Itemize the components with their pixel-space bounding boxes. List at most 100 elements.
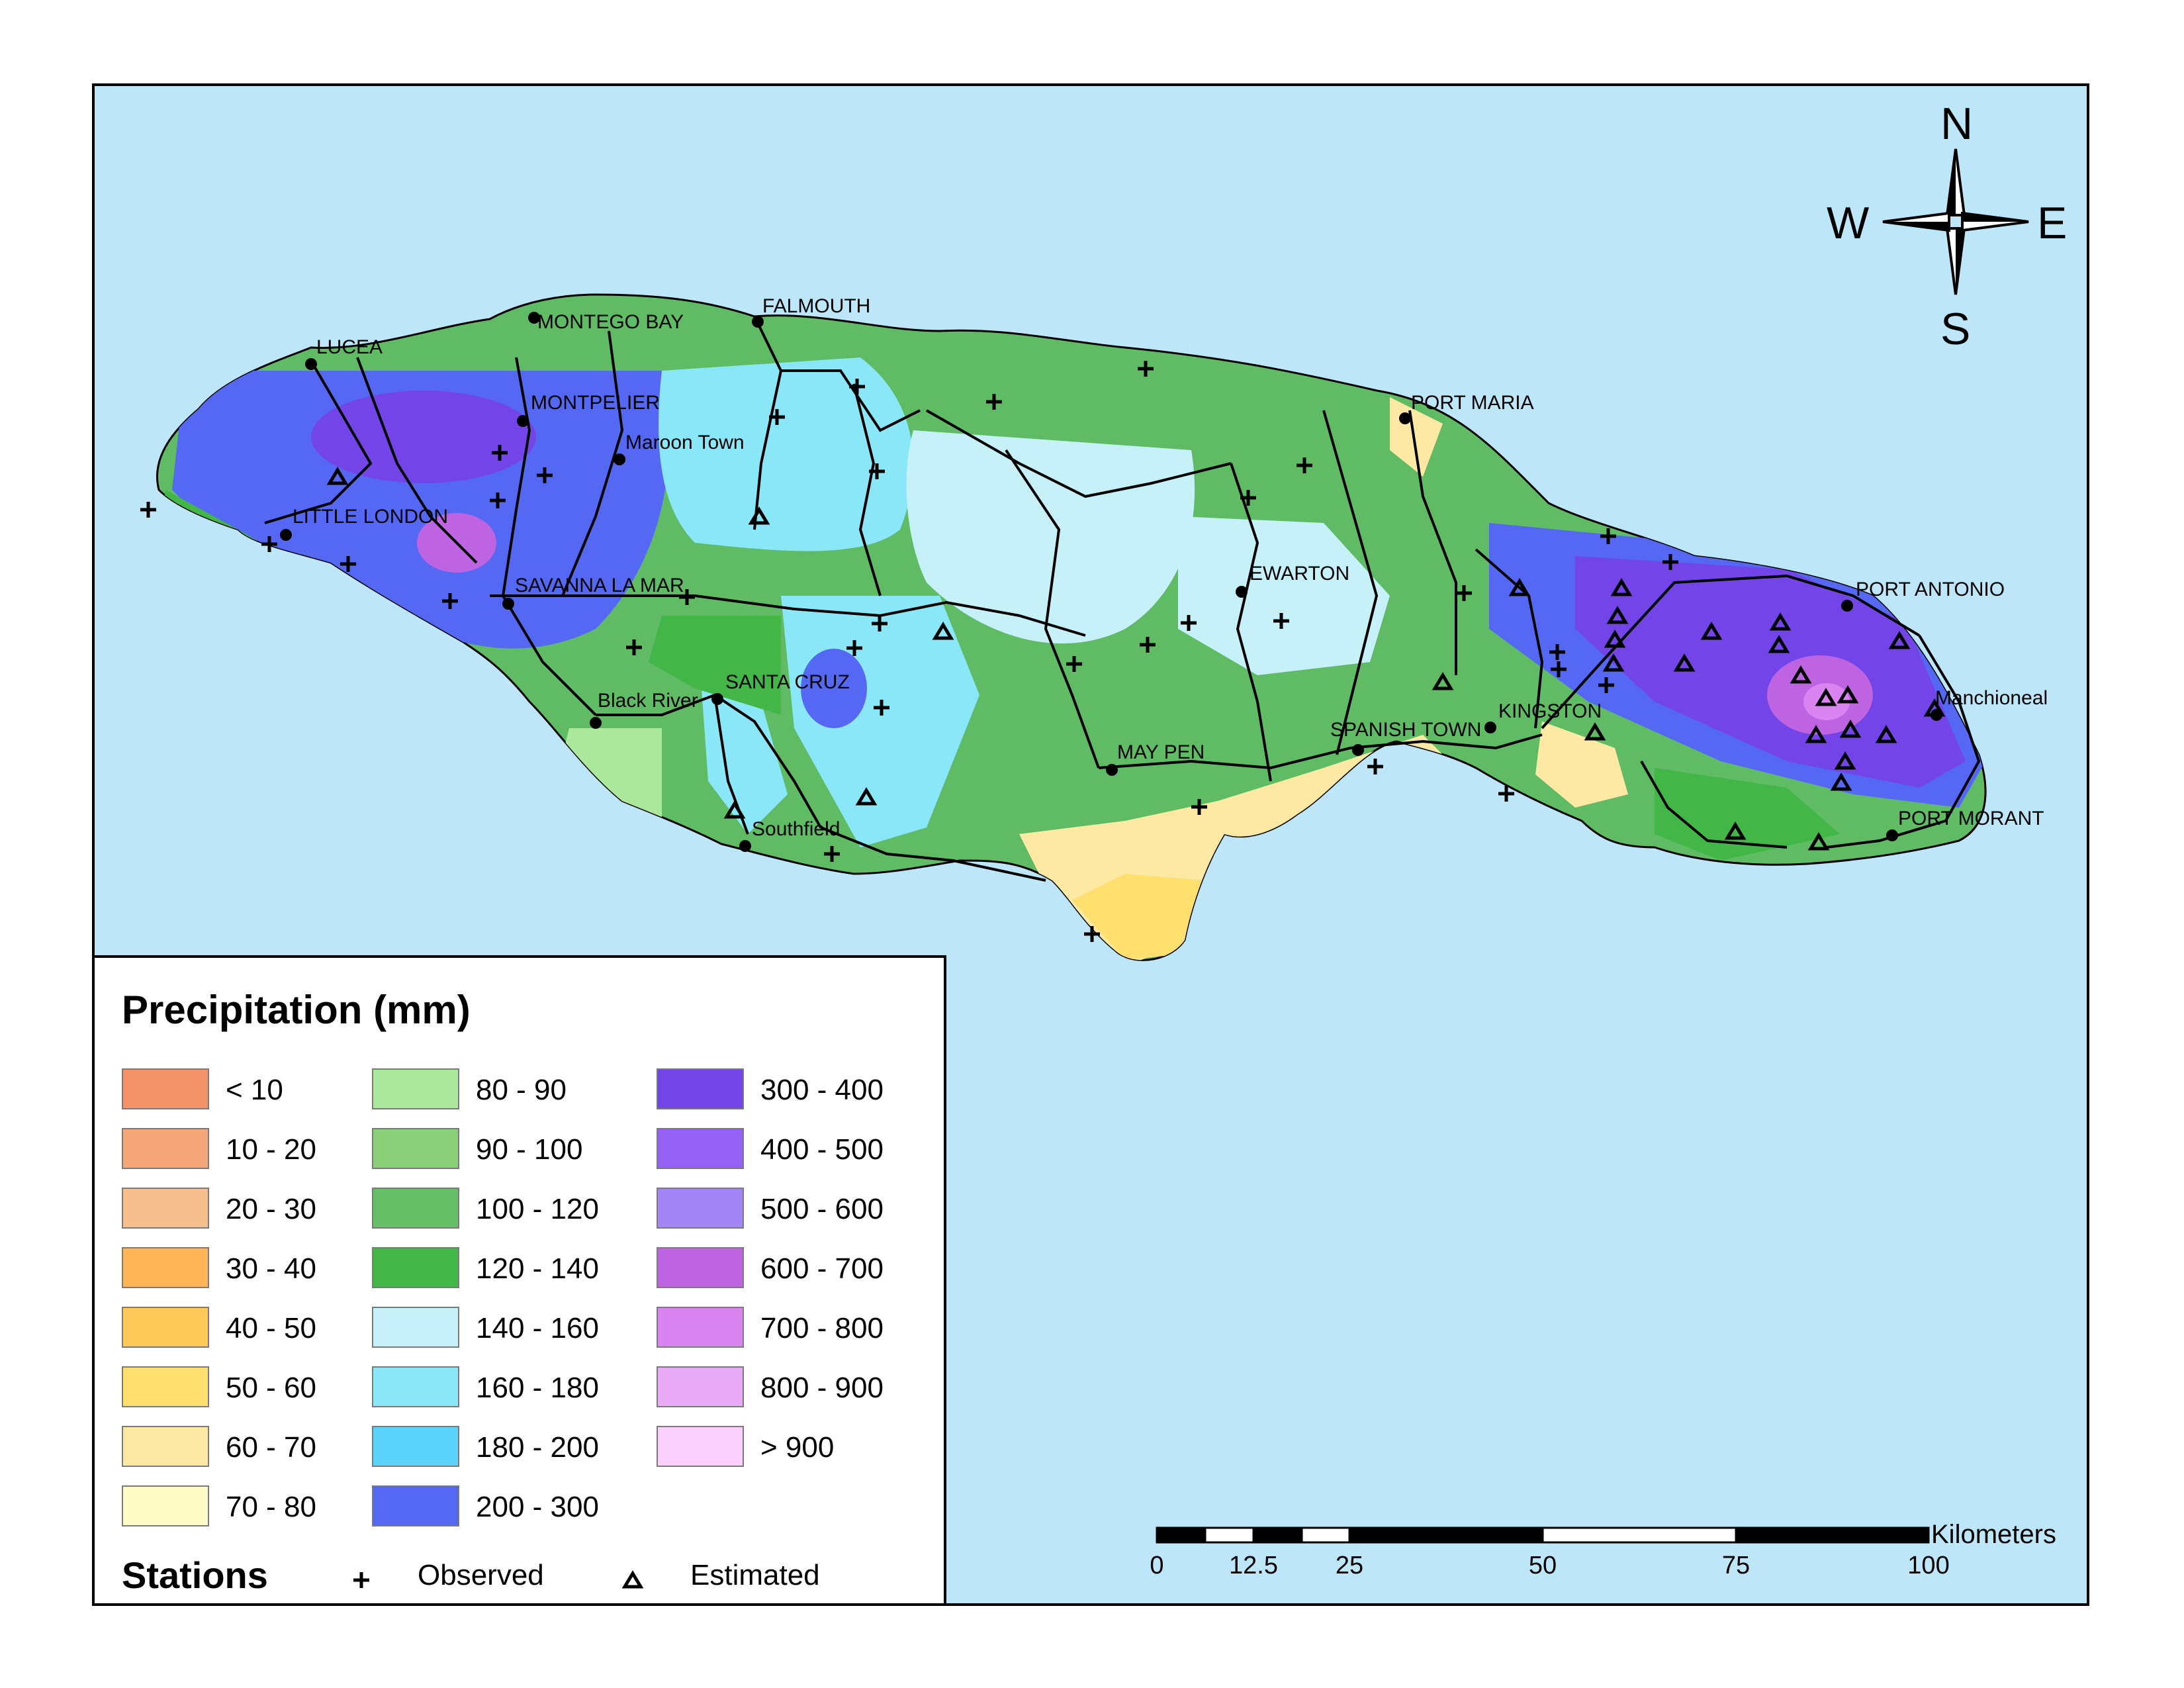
observed-station-marker [1551,661,1567,677]
estimated-station-marker [1875,725,1897,743]
observed-station-marker [1273,613,1289,629]
town-label-ewarton: EWARTON [1250,563,1349,585]
observed-station-marker [769,409,785,425]
estimated-station-marker [1604,630,1626,648]
compass-n: N [1940,99,1973,149]
town-label-southfield: Southfield [752,818,840,840]
legend-item: 20 - 30 [122,1188,387,1230]
estimated-station-marker [1830,773,1852,791]
town-dot [1886,829,1898,841]
legend-item: 120 - 140 [372,1247,637,1289]
scale-bar-graphic [1156,1526,1930,1544]
legend-title: Precipitation (mm) [122,988,471,1032]
town-dot [305,358,317,370]
legend-swatch [372,1128,459,1169]
observed-station-symbol [353,1572,369,1588]
estimated-station-marker [1724,821,1747,840]
scale-segment [1541,1526,1737,1544]
estimated-station-marker [932,622,954,640]
estimated-station-marker [1805,725,1827,743]
compass-s: S [1940,304,1970,354]
town-dot [739,840,751,852]
legend-swatch [657,1366,744,1407]
legend-label: 180 - 200 [476,1431,599,1464]
legend-label: < 10 [226,1074,283,1106]
observed-station-marker [1662,554,1678,570]
legend-label: 10 - 20 [226,1133,316,1166]
observed-station-marker [1600,528,1616,544]
estimated-station-marker [1602,653,1625,672]
compass-rose: N S W E [1827,99,2067,354]
town-label-port-morant: PORT MORANT [1898,808,2044,829]
scale-segment [1204,1526,1255,1544]
scale-tick-100: 100 [1907,1552,1950,1579]
legend-swatch [372,1307,459,1348]
town-dot [280,529,292,541]
observed-station-marker [1140,637,1156,653]
town-label-spanish-town: SPANISH TOWN [1330,719,1481,741]
legend-label: 30 - 40 [226,1252,316,1285]
scale-segment [1252,1526,1303,1544]
legend-swatch [122,1188,209,1229]
observed-station-marker [1297,457,1312,473]
legend-item: 500 - 600 [657,1188,921,1230]
estimated-station-marker [1839,720,1862,738]
town-label-black-river: Black River [598,690,698,712]
legend-item: 80 - 90 [372,1068,637,1111]
legend-label: 500 - 600 [760,1193,884,1225]
legend-label: 90 - 100 [476,1133,583,1166]
legend-item: 300 - 400 [657,1068,921,1111]
observed-station-marker [849,379,865,395]
estimated-station-marker [1673,653,1696,672]
legend-swatch [122,1366,209,1407]
compass-w: W [1827,198,1869,248]
legend-item: 600 - 700 [657,1247,921,1289]
legend-item: > 900 [657,1426,921,1468]
zone-central-pale [1178,516,1390,675]
observed-station-marker [679,589,695,605]
estimated-station-marker [1923,698,1946,717]
estimated-station-symbol [621,1570,644,1589]
estimated-station-marker [1769,612,1792,631]
town-dot [752,316,764,328]
estimated-station-marker [326,467,349,485]
town-dot [590,717,602,729]
zone-blue-mountains-top [1803,683,1850,720]
observed-station-marker [537,467,553,483]
legend-label: 70 - 80 [226,1491,316,1523]
observed-station-marker [1598,677,1614,693]
compass-west-arm-shade [1883,222,1949,230]
observed-station-marker [846,640,862,656]
legend-label: 40 - 50 [226,1312,316,1344]
legend-swatch [122,1128,209,1169]
legend-item: 100 - 120 [372,1188,637,1230]
legend-swatch [372,1068,459,1109]
observed-station-marker [1066,656,1082,672]
legend-swatch [657,1307,744,1348]
scale-segment [1348,1526,1544,1544]
zone-central-mid-green [649,616,781,715]
stations-title: Stations [122,1554,268,1596]
legend-swatch [372,1426,459,1467]
legend-label: 60 - 70 [226,1431,316,1464]
town-label-montego-bay: MONTEGO BAY [537,311,684,333]
observed-station-marker [986,394,1002,410]
legend-label: 80 - 90 [476,1074,567,1106]
legend-swatch [372,1366,459,1407]
observed-station-marker [1191,799,1207,815]
legend-swatch [122,1068,209,1109]
estimated-station-marker [1584,722,1606,741]
legend-item: 50 - 60 [122,1366,387,1409]
scale-segment [1300,1526,1351,1544]
town-label-port-maria: PORT MARIA [1411,392,1534,414]
scale-tick-0: 0 [1150,1552,1164,1579]
town-label-may-pen: MAY PEN [1117,741,1205,763]
town-labels: FALMOUTH MONTEGO BAY LUCEA MONTPELIER Ma… [293,295,2048,840]
zone-west-peak [311,391,536,483]
legend-swatch [657,1188,744,1229]
legend-label: > 900 [760,1431,835,1464]
legend-label: 20 - 30 [226,1193,316,1225]
estimated-station-marker [1834,751,1856,770]
town-dot [711,693,723,705]
